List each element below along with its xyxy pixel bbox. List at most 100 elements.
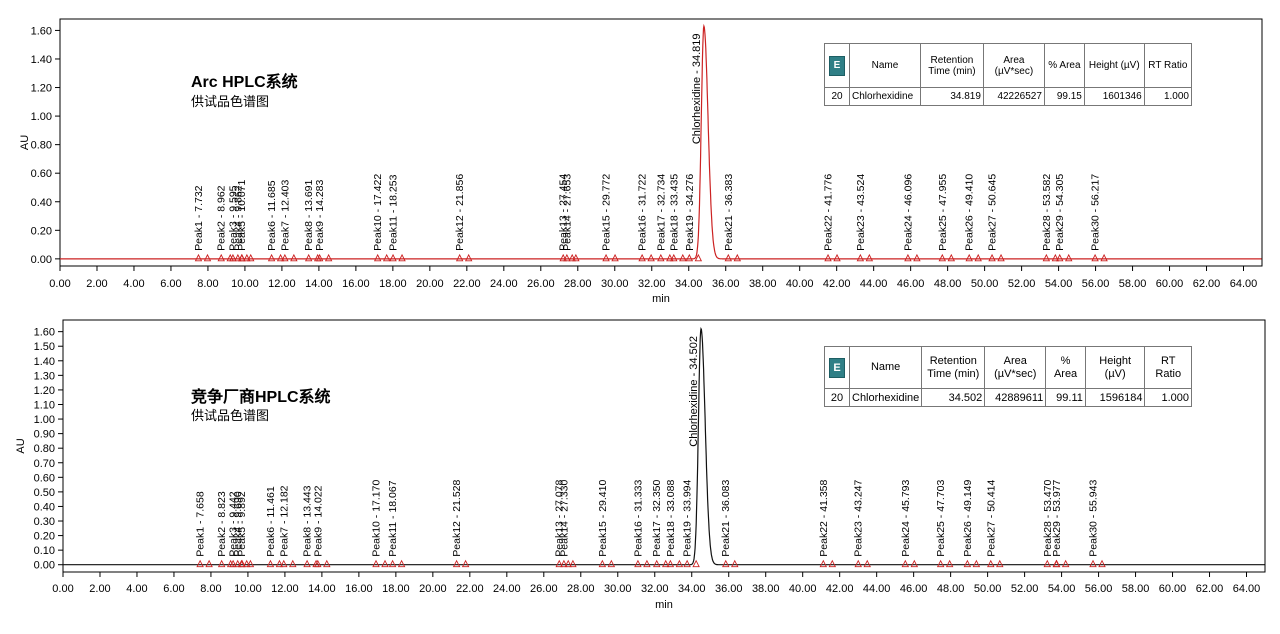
peak-marker xyxy=(947,253,956,262)
plot-frame xyxy=(62,319,1266,573)
peak-marker xyxy=(634,559,642,568)
peak-label: Peak23 - 43.247 xyxy=(853,479,865,556)
row-rt-ratio: 1.000 xyxy=(1143,87,1193,106)
peak-marker xyxy=(569,559,577,568)
y-tick-label: 1.10 xyxy=(34,399,55,411)
peak-marker xyxy=(945,559,954,568)
peak-marker xyxy=(1043,559,1052,568)
x-tick-label: 54.00 xyxy=(1048,583,1076,595)
peak-label: Peak16 - 31.333 xyxy=(632,479,644,556)
peak-marker xyxy=(229,253,237,262)
y-tick-label: 0.20 xyxy=(34,531,55,543)
x-tick-label: 16.00 xyxy=(342,278,370,290)
table-icon-cell: E xyxy=(824,346,850,389)
row-area: 42889611 xyxy=(984,388,1047,407)
peak-label: Peak6 - 11.461 xyxy=(265,486,277,557)
x-axis-label: min xyxy=(655,599,673,611)
x-tick-label: 28.00 xyxy=(564,278,592,290)
plot-frame xyxy=(59,18,1263,267)
y-tick-label: 1.50 xyxy=(34,341,55,353)
peak-marker xyxy=(382,253,391,262)
chart-panel-2: 0.00 2.00 4.00 6.00 8.00 10.00 12.00 14.00 16.00… xyxy=(15,319,1266,611)
x-tick-label: 60.00 xyxy=(1159,583,1187,595)
row-area: 42226527 xyxy=(982,87,1045,106)
peak-marker xyxy=(724,253,733,262)
peak-label: Peak26 - 49.149 xyxy=(962,479,974,556)
x-tick-label: 38.00 xyxy=(752,583,780,595)
x-tick-label: 4.00 xyxy=(126,583,147,595)
y-tick-label: 0.80 xyxy=(31,140,52,152)
peak-marker xyxy=(289,559,297,568)
peak-label: Peak3 - 9.442 xyxy=(228,491,240,557)
peak-marker xyxy=(828,559,837,568)
x-tick-label: 38.00 xyxy=(749,278,777,290)
peak-marker xyxy=(243,253,251,262)
x-tick-label: 58.00 xyxy=(1119,278,1147,290)
x-tick-label: 12.00 xyxy=(271,583,299,595)
peak-marker xyxy=(281,253,289,262)
peak-label: Peak17 - 32.350 xyxy=(651,479,663,556)
peak-label: Peak14 - 27.330 xyxy=(558,479,570,556)
peak-label: Peak8 - 13.691 xyxy=(303,179,315,250)
x-tick-label: 46.00 xyxy=(900,583,928,595)
x-tick-label: 40.00 xyxy=(789,583,817,595)
x-tick-label: 44.00 xyxy=(860,278,888,290)
peak-marker xyxy=(461,559,470,568)
x-tick-label: 16.00 xyxy=(345,583,373,595)
x-tick-label: 2.00 xyxy=(86,278,107,290)
y-tick-label: 0.40 xyxy=(31,197,52,209)
peak-label: Peak19 - 33.994 xyxy=(682,479,694,556)
header-name: Name xyxy=(849,43,921,88)
peak-marker xyxy=(464,253,473,262)
header-area: Area (µV*sec) xyxy=(984,346,1047,389)
peak-label: Peak21 - 36.083 xyxy=(720,479,732,556)
peak-marker xyxy=(280,559,288,568)
main-peak-label: Chlorhexidine - 34.819 xyxy=(691,33,703,144)
peak-marker xyxy=(559,253,567,262)
peak-marker xyxy=(694,253,703,262)
peak-label: Peak27 - 50.414 xyxy=(985,479,997,556)
peak-marker xyxy=(938,253,947,262)
x-tick-label: 46.00 xyxy=(897,278,925,290)
x-tick-label: 50.00 xyxy=(974,583,1002,595)
peak-marker xyxy=(398,253,406,262)
y-axis-label: AU xyxy=(15,438,27,453)
peak-marker xyxy=(555,559,563,568)
peak-marker xyxy=(323,559,331,568)
x-tick-label: 4.00 xyxy=(123,278,144,290)
peak-marker xyxy=(683,559,691,568)
results-row: 20 Chlorhexidine 34.502 42889611 99.11 1… xyxy=(824,388,1192,407)
x-tick-label: 8.00 xyxy=(197,278,218,290)
x-tick-label: 20.00 xyxy=(419,583,447,595)
peak-marker xyxy=(455,253,464,262)
panel2-title: 竞争厂商HPLC系统 xyxy=(191,389,331,406)
y-tick-label: 1.30 xyxy=(34,370,55,382)
panel1-title: Arc HPLC系统 xyxy=(191,74,298,91)
peak-marker xyxy=(315,253,324,262)
peak-marker xyxy=(1064,253,1073,262)
x-tick-label: 18.00 xyxy=(382,583,410,595)
peak-marker xyxy=(666,253,674,262)
y-tick-label: 1.20 xyxy=(31,83,52,95)
peak-marker xyxy=(276,253,285,262)
peak-marker xyxy=(303,559,311,568)
peak-marker xyxy=(657,253,665,262)
peak-label: Peak15 - 29.410 xyxy=(597,479,609,556)
row-retention-time: 34.819 xyxy=(919,87,984,106)
peak-label: Peak22 - 41.776 xyxy=(823,174,835,251)
panel1-subtitle: 供试品色谱图 xyxy=(191,94,270,109)
results-header-row: E Name Retention Time (min) Area (µV*sec… xyxy=(824,43,1193,88)
peak-marker xyxy=(963,559,972,568)
table-icon-cell: E xyxy=(824,43,850,88)
x-tick-label: 60.00 xyxy=(1156,278,1184,290)
peak-marker xyxy=(397,559,406,568)
x-tick-label: 62.00 xyxy=(1196,583,1224,595)
x-axis-label: min xyxy=(652,293,670,305)
peak-marker xyxy=(722,559,730,568)
x-tick-label: 34.00 xyxy=(675,278,703,290)
peak-label: Peak15 - 29.772 xyxy=(601,174,613,251)
peak-marker xyxy=(324,253,333,262)
peak-marker xyxy=(290,253,298,262)
peak-label: Peak12 - 21.856 xyxy=(454,174,466,251)
